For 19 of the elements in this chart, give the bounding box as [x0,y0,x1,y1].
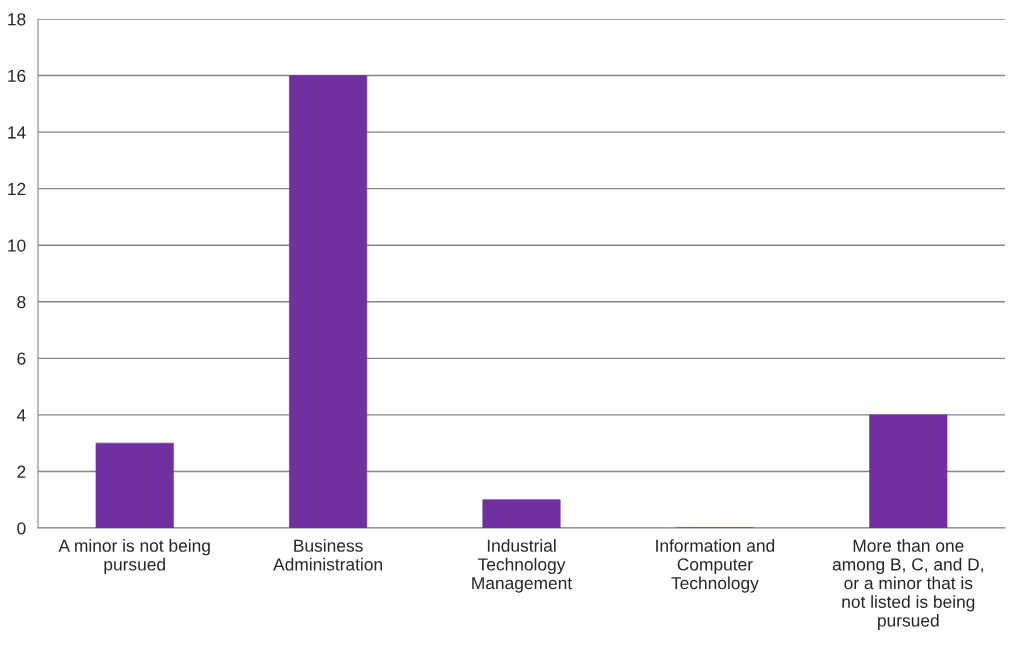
y-tick-label: 6 [17,352,26,365]
bar [482,499,561,528]
x-tick-label: Information and Computer Technology [656,539,775,593]
y-tick-label: 0 [17,522,26,535]
x-tick-label: A minor is not being pursued [58,539,210,574]
y-tick-label: 4 [16,409,26,422]
bar [289,75,368,528]
y-tick-label: 12 [8,182,26,195]
x-tick-label: More than one among B, C, and D, or a minor that is not listed is being pursued [832,539,983,631]
bar [95,442,174,528]
y-tick-label: 16 [8,69,26,83]
x-tick-label: Business Administration [273,539,382,571]
y-tick-label: 2 [17,465,26,478]
y-tick-label: 14 [8,126,26,139]
y-tick-label: 10 [8,239,26,252]
x-tick-label: Industrial Technology Management [472,539,573,593]
bar [869,414,948,528]
y-tick-label: 8 [17,295,26,309]
y-tick-label: 18 [8,13,26,26]
